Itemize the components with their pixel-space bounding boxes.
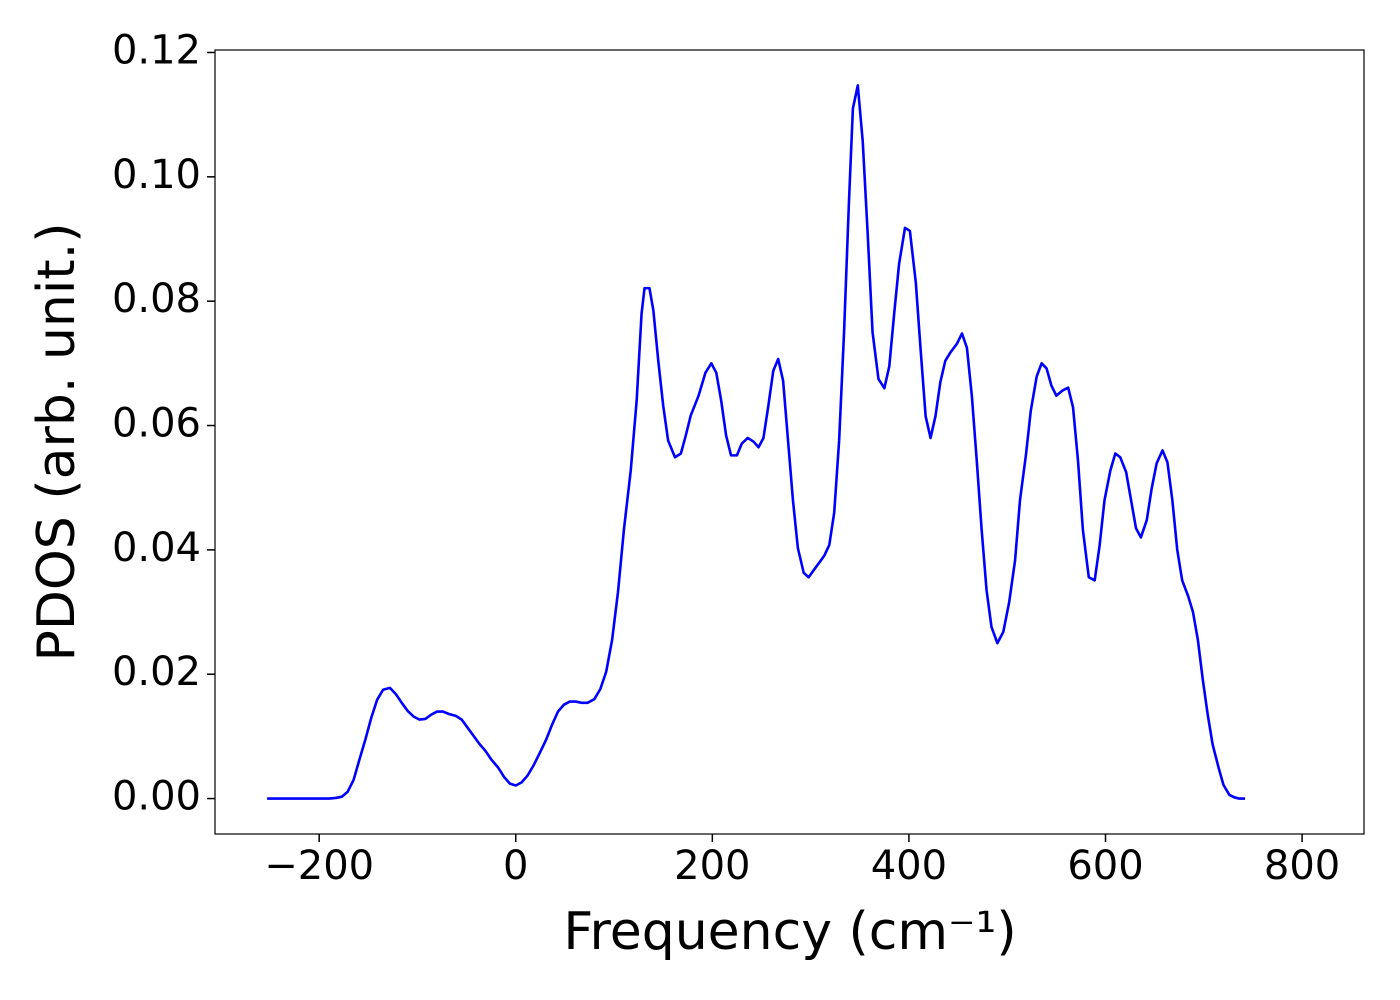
- y-tick-label: 0.06: [112, 401, 201, 447]
- y-tick-label: 0.08: [112, 276, 201, 322]
- x-tick-label: 600: [1067, 843, 1143, 889]
- y-tick-label: 0.12: [112, 27, 201, 73]
- y-tick-label: 0.10: [112, 152, 201, 198]
- x-axis-label: Frequency (cm⁻¹): [563, 902, 1016, 962]
- data-line: [267, 84, 1246, 800]
- y-tick-label: 0.02: [112, 649, 201, 695]
- y-tick-label: 0.00: [112, 774, 201, 820]
- plot-frame: [214, 49, 1365, 835]
- y-tick-label: 0.04: [112, 525, 201, 571]
- x-tick-label: 400: [871, 843, 947, 889]
- x-tick-label: −200: [264, 843, 374, 889]
- y-axis-label: PDOS (arb. unit.): [27, 222, 87, 661]
- x-tick-label: 800: [1264, 843, 1340, 889]
- x-tick-label: 200: [674, 843, 750, 889]
- x-tick-label: 0: [503, 843, 528, 889]
